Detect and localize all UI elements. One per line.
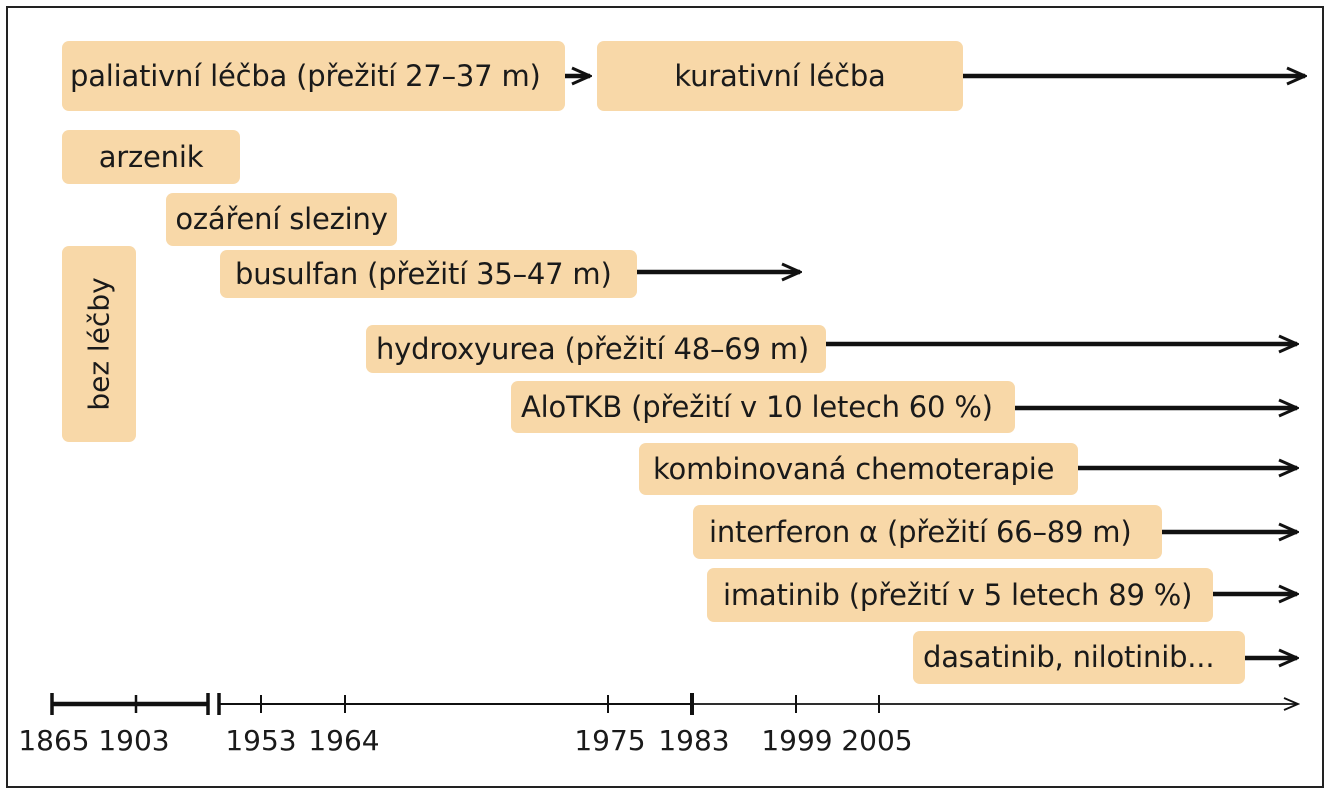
box-alotkb: AloTKB (přežití v 10 letech 60 %) [511,381,1015,433]
axis-label-1983: 1983 [658,724,730,757]
box-kurativni-lecba: kurativní léčba [597,41,963,111]
box-busulfan-label: busulfan (přežití 35–47 m) [235,256,612,291]
box-alotkb-label: AloTKB (přežití v 10 letech 60 %) [521,389,993,424]
box-kombinovana-label: kombinovaná chemoterapie [653,451,1055,486]
box-paliativni-label: paliativní léčba (přežití 27–37 m) [70,58,541,93]
box-interferon: interferon α (přežití 66–89 m) [693,505,1162,559]
axis-label-2005: 2005 [841,724,913,757]
axis-label-1953: 1953 [225,724,297,757]
box-imatinib: imatinib (přežití v 5 letech 89 %) [707,568,1213,622]
box-dasatinib: dasatinib, nilotinib... [913,631,1245,684]
box-hydroxyurea: hydroxyurea (přežití 48–69 m) [366,325,826,373]
axis-label-1964: 1964 [308,724,380,757]
axis-label-1975: 1975 [574,724,646,757]
box-ozareni-label: ozáření sleziny [175,202,388,236]
axis-label-1903: 1903 [98,724,170,757]
box-bez-lecby: bez léčby [62,246,136,442]
box-dasatinib-label: dasatinib, nilotinib... [923,640,1215,674]
box-bez-lecby-label: bez léčby [82,277,116,411]
figure-frame [6,6,1324,788]
axis-label-1999: 1999 [761,724,833,757]
box-arzenik-label: arzenik [98,139,204,174]
box-kombinovana-chemoterapie: kombinovaná chemoterapie [639,443,1078,495]
box-interferon-label: interferon α (přežití 66–89 m) [709,514,1132,549]
box-arzenik: arzenik [62,130,240,184]
box-ozareni-sleziny: ozáření sleziny [166,193,397,246]
box-imatinib-label: imatinib (přežití v 5 letech 89 %) [723,577,1193,612]
box-kurativni-label: kurativní léčba [674,58,886,93]
box-paliativni-lecba: paliativní léčba (přežití 27–37 m) [62,41,565,111]
axis-label-1865: 1865 [18,724,90,757]
box-busulfan: busulfan (přežití 35–47 m) [220,250,637,298]
box-hydroxyurea-label: hydroxyurea (přežití 48–69 m) [376,331,809,366]
